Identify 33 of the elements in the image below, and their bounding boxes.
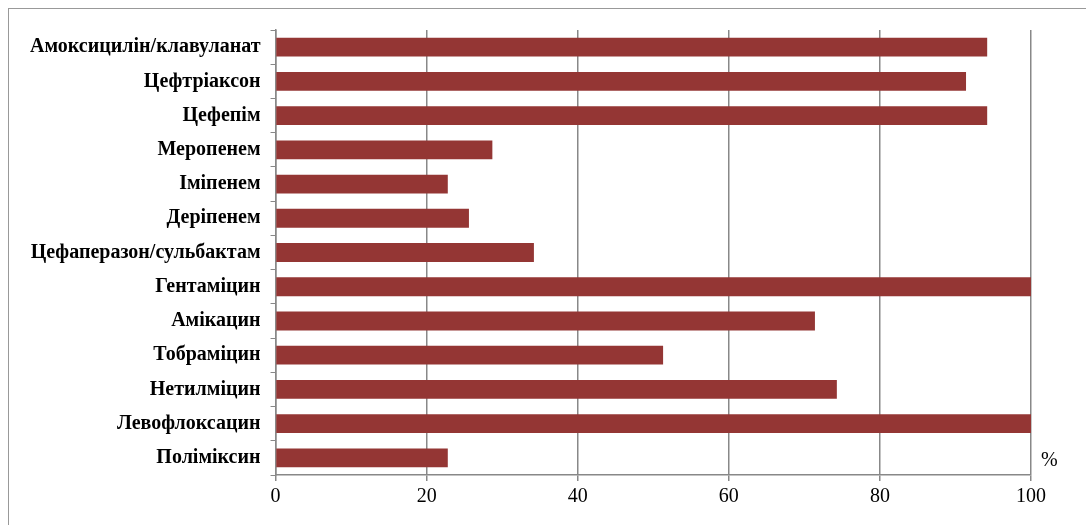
y-tick-label: Деріпенем bbox=[166, 205, 261, 229]
bar bbox=[276, 277, 1031, 297]
x-tick-label: 40 bbox=[567, 484, 588, 507]
y-tick-label: Левофлоксацин bbox=[116, 410, 261, 434]
bar bbox=[276, 414, 1031, 434]
bar bbox=[276, 345, 664, 365]
bar bbox=[276, 106, 988, 125]
x-axis-title: % bbox=[1041, 448, 1058, 471]
y-tick-label: Меропенем bbox=[157, 136, 261, 160]
bar bbox=[276, 380, 837, 399]
bar bbox=[276, 37, 988, 57]
x-tick-label: 80 bbox=[869, 484, 890, 507]
y-tick-label: Нетилміцин bbox=[149, 376, 261, 399]
y-tick-label: Цефаперазон/сульбактам bbox=[30, 239, 261, 263]
y-tick-label: Іміпенем bbox=[179, 171, 261, 194]
y-tick-label: Гентаміцин bbox=[155, 273, 261, 296]
x-tick-label: 0 bbox=[270, 484, 281, 507]
y-tick-label: Тобраміцин bbox=[153, 342, 261, 366]
y-tick-label: Амоксицилін/клавуланат bbox=[30, 34, 261, 58]
bar bbox=[276, 311, 815, 331]
bar bbox=[276, 448, 448, 468]
y-tick-label: Цефтріаксон bbox=[143, 68, 261, 92]
bar bbox=[276, 243, 534, 262]
x-tick-label: 100 bbox=[1016, 484, 1046, 507]
y-tick-label: Поліміксин bbox=[156, 445, 261, 468]
bar bbox=[276, 208, 469, 228]
x-tick-label: 20 bbox=[416, 484, 437, 507]
bar bbox=[276, 140, 493, 160]
x-tick-label: 60 bbox=[718, 484, 739, 507]
bar bbox=[276, 71, 967, 91]
bar bbox=[276, 174, 448, 194]
y-tick-label: Цефепім bbox=[182, 102, 261, 126]
y-tick-label: Амікацин bbox=[171, 308, 261, 331]
